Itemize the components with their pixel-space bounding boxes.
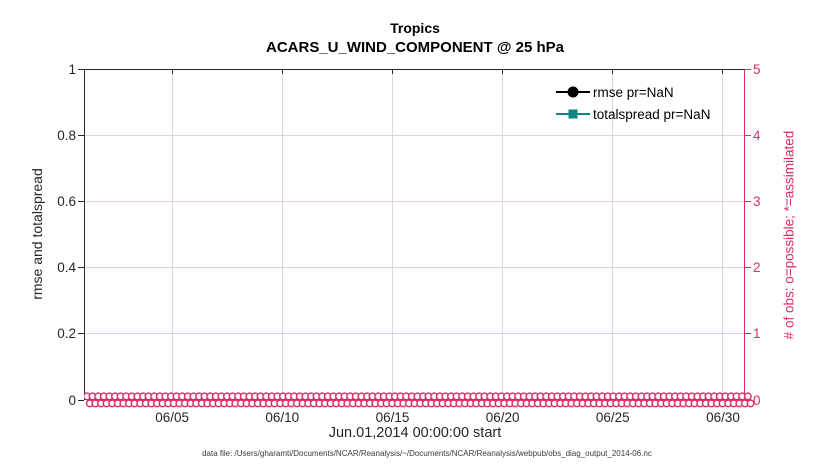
x-axis-label: Jun.01,2014 00:00:00 start <box>328 425 502 441</box>
y-gridline <box>85 134 744 136</box>
legend-item-totalspread: totalspread pr=NaN <box>556 104 710 124</box>
chart-title: Tropics <box>390 20 440 36</box>
y-tick-right <box>745 267 751 269</box>
x-gridline <box>502 70 504 399</box>
x-tick-top <box>722 70 724 74</box>
data-file-path: data file: /Users/gharamti/Documents/NCA… <box>202 449 652 458</box>
legend: rmse pr=NaN totalspread pr=NaN <box>556 82 710 124</box>
left-y-tick-label: 0.2 <box>57 326 76 342</box>
legend-item-rmse: rmse pr=NaN <box>556 82 710 102</box>
x-tick-top <box>612 70 614 74</box>
right-y-tick-label: 4 <box>753 127 761 143</box>
right-y-axis-label: # of obs: o=possible; *=assimilated <box>781 130 797 340</box>
left-y-tick-label: 0.6 <box>57 193 76 209</box>
possible-obs-marker <box>743 392 752 401</box>
y-tick-left <box>78 134 84 136</box>
rmse-line-circle-icon <box>556 86 590 98</box>
left-y-tick-label: 1 <box>68 61 76 77</box>
left-y-tick-label: 0 <box>68 392 76 408</box>
x-tick-label: 06/25 <box>595 410 630 425</box>
x-gridline <box>391 70 393 399</box>
left-y-tick-label: 0.8 <box>57 127 76 143</box>
x-tick-label: 06/05 <box>155 410 189 425</box>
left-y-tick-label: 0.4 <box>57 260 76 276</box>
y-gridline <box>85 333 744 335</box>
x-tick-label: 06/15 <box>375 410 410 425</box>
plot-area <box>84 69 745 400</box>
y-tick-left <box>78 200 84 202</box>
y-tick-left <box>78 333 84 335</box>
x-tick-top <box>281 70 283 74</box>
chart-subtitle: ACARS_U_WIND_COMPONENT @ 25 hPa <box>265 39 564 56</box>
right-y-tick-label: 1 <box>753 326 761 342</box>
legend-label-totalspread: totalspread pr=NaN <box>593 106 711 122</box>
y-gridline <box>85 200 744 202</box>
y-tick-right <box>745 134 751 136</box>
y-tick-left <box>78 68 84 70</box>
x-tick-label: 06/10 <box>265 410 300 425</box>
y-tick-left <box>78 399 84 401</box>
right-y-tick-label: 2 <box>753 260 761 276</box>
x-gridline <box>171 70 173 399</box>
obs-count-marker-band <box>84 392 755 408</box>
x-gridline <box>281 70 283 399</box>
right-y-tick-label: 0 <box>753 392 761 408</box>
x-gridline <box>612 70 614 399</box>
y-tick-right <box>745 333 751 335</box>
x-gridline <box>722 70 724 399</box>
x-tick-label: 06/20 <box>485 410 520 425</box>
x-tick-top <box>171 70 173 74</box>
assimilated-obs-marker <box>746 399 755 408</box>
y-tick-left <box>78 267 84 269</box>
left-y-axis-label: rmse and totalspread <box>29 168 45 300</box>
right-y-tick-label: 3 <box>753 193 761 209</box>
x-tick-top <box>502 70 504 74</box>
x-tick-top <box>391 70 393 74</box>
y-gridline <box>85 267 744 269</box>
y-tick-right <box>745 68 751 70</box>
x-tick-label: 06/30 <box>706 410 740 425</box>
totalspread-line-square-icon <box>556 109 590 119</box>
legend-label-rmse: rmse pr=NaN <box>593 84 674 100</box>
y-tick-right <box>745 200 751 202</box>
right-y-tick-label: 5 <box>753 61 761 77</box>
